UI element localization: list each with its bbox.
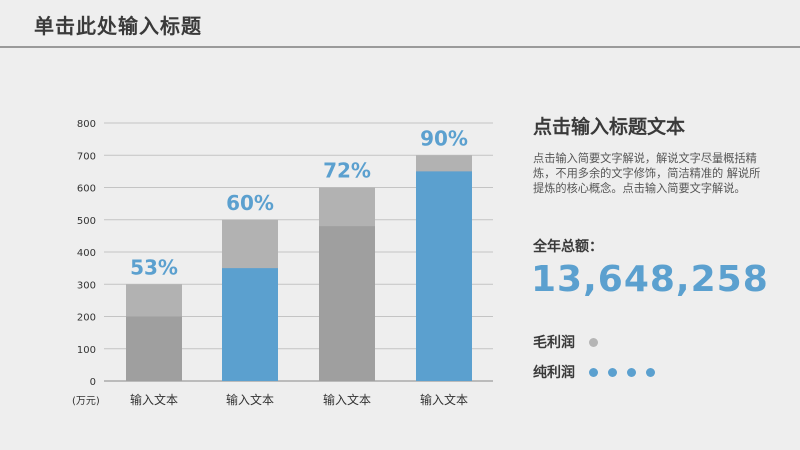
- y-tick-label: 400: [77, 248, 96, 259]
- legend-net-profit: 纯利润: [533, 362, 655, 382]
- bar-percent-label: 72%: [323, 159, 371, 183]
- panel-heading: 点击输入标题文本: [533, 116, 686, 138]
- y-tick-label: 100: [77, 345, 96, 356]
- legend-net-label: 纯利润: [533, 365, 575, 381]
- y-unit-label: (万元): [72, 396, 100, 407]
- y-tick-label: 800: [77, 119, 96, 130]
- legend-net-dot-icon: [627, 367, 636, 377]
- bar-net-profit: [416, 171, 472, 381]
- y-tick-label: 600: [77, 184, 96, 195]
- y-tick-label: 0: [90, 377, 96, 388]
- x-category-label: 输入文本: [323, 392, 371, 407]
- y-tick-label: 700: [77, 151, 96, 162]
- info-panel: 点击输入标题文本 点击输入简要文字解说，解说文字尽量概括精炼，不用多余的文字修饰…: [533, 112, 773, 196]
- bar-net-profit: [319, 226, 375, 381]
- x-category-label: 输入文本: [226, 392, 274, 407]
- y-tick-label: 200: [77, 313, 96, 324]
- x-category-label: 输入文本: [420, 392, 468, 407]
- legend-net-dot-icon: [608, 367, 617, 377]
- bar-percent-label: 60%: [226, 191, 274, 215]
- total-label: 全年总额：: [533, 239, 603, 255]
- slide-title: 单击此处输入标题: [34, 14, 202, 38]
- bar-chart: 0 100 200 300 400 500 600 700 800 (万元) 53% 输入文本 60% 输…: [72, 119, 493, 407]
- legend-gross-label: 毛利润: [533, 335, 575, 351]
- y-tick-label: 500: [77, 216, 96, 227]
- bar-net-profit: [222, 268, 278, 381]
- legend-net-dot-icon: [589, 367, 598, 377]
- panel-description: 点击输入简要文字解说，解说文字尽量概括精炼，不用多余的文字修饰，简洁精准的 解说…: [533, 152, 761, 195]
- y-tick-label: 300: [77, 280, 96, 291]
- total-value: 13,648,258: [531, 259, 769, 300]
- bar-percent-label: 90%: [420, 126, 468, 150]
- x-category-label: 输入文本: [130, 392, 178, 407]
- legend-gross-dot-icon: [589, 337, 598, 347]
- bar-percent-label: 53%: [130, 255, 178, 279]
- legend-gross-profit: 毛利润: [533, 332, 598, 352]
- title-divider: [0, 46, 800, 48]
- legend-net-dot-icon: [646, 367, 655, 377]
- bar-net-profit: [126, 316, 182, 381]
